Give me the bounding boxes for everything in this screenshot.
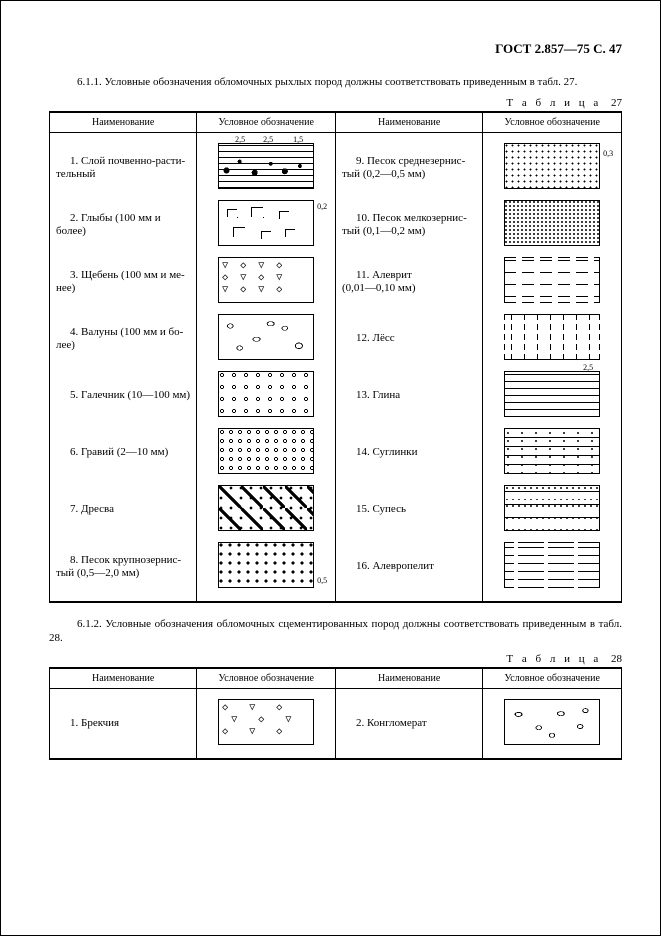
name-column: 2. Конгломерат	[335, 689, 482, 760]
item-label: 12. Лёсс	[342, 332, 395, 345]
page-header: ГОСТ 2.857—75 С. 47	[49, 41, 622, 57]
item-label: 2. Конгломерат	[342, 717, 427, 730]
pattern-swatch: 1,5	[504, 257, 600, 303]
pattern-swatch	[218, 314, 314, 360]
pattern-swatch: 1,5	[504, 314, 600, 360]
item-label: 6. Гравий (2—10 мм)	[56, 446, 168, 459]
name-column: 1. Слой почвенно-расти- тельный 2. Глыбы …	[50, 133, 197, 603]
item-label: 15. Супесь	[342, 503, 406, 516]
paragraph-6-1-2: 6.1.2. Условные обозначения обломочных с…	[49, 617, 622, 645]
item-label: 13. Глина	[342, 389, 400, 402]
col-name-left: Наименование	[50, 668, 197, 689]
caption-number: 28	[611, 653, 622, 665]
item-label: 16. Алевропелит	[342, 560, 434, 573]
item-label: 8. Песок крупнозернис- тый (0,5—2,0 мм)	[56, 554, 181, 580]
pattern-swatch: 2,52,51,5	[218, 143, 314, 189]
name-column: 9. Песок среднезернис- тый (0,2—0,5 мм) 1…	[335, 133, 482, 603]
symbol-column: 0,31,51,52,51,5	[483, 133, 622, 603]
pattern-swatch	[504, 428, 600, 474]
col-name-right: Наименование	[335, 112, 482, 133]
item-label: 4. Валуны (100 мм и бо- лее)	[56, 326, 183, 352]
caption-prefix: Т а б л и ц а	[506, 97, 601, 109]
caption-number: 27	[611, 97, 622, 109]
table27-caption: Т а б л и ц а 27	[49, 97, 622, 109]
table-28: Наименование Условное обозначение Наимен…	[49, 667, 622, 760]
item-label: 3. Щебень (100 мм и ме- нее)	[56, 269, 185, 295]
paragraph-6-1-1: 6.1.1. Условные обозначения обломочных р…	[49, 75, 622, 89]
pattern-swatch	[504, 485, 600, 531]
pattern-swatch	[218, 485, 314, 531]
item-label: 2. Глыбы (100 мм и более)	[56, 212, 192, 238]
dimension-label: 1,5	[293, 136, 303, 144]
pattern-swatch: 1,5	[504, 542, 600, 588]
pattern-swatch	[504, 200, 600, 246]
item-label: 11. Алеврит (0,01—0,10 мм)	[342, 269, 416, 295]
symbol-column: ◇ ▽ ◇ ▽ ◇ ▽ ◇ ▽ ◇12,05,0	[197, 689, 336, 760]
dimension-label: 1,5	[603, 319, 613, 327]
dimension-label: 0,5	[317, 577, 327, 585]
pattern-swatch: 0,2	[218, 200, 314, 246]
col-symbol-right: Условное обозначение	[483, 668, 622, 689]
dimension-label: 1,5	[583, 535, 593, 543]
pattern-swatch: 0,3	[504, 143, 600, 189]
col-symbol-left: Условное обозначение	[197, 668, 336, 689]
pattern-swatch	[218, 371, 314, 417]
col-name-right: Наименование	[335, 668, 482, 689]
pattern-swatch	[504, 699, 600, 745]
dimension-label: 1,5	[583, 250, 593, 258]
item-label: 9. Песок среднезернис- тый (0,2—0,5 мм)	[342, 155, 465, 181]
dimension-label: 12,0	[253, 699, 284, 700]
dimension-label: 2,5	[263, 136, 273, 144]
pattern-swatch	[218, 428, 314, 474]
table28-caption: Т а б л и ц а 28	[49, 653, 622, 665]
item-label: 1. Брекчия	[56, 717, 119, 730]
col-symbol-right: Условное обозначение	[483, 112, 622, 133]
item-label: 5. Галечник (10—100 мм)	[56, 389, 190, 402]
col-name-left: Наименование	[50, 112, 197, 133]
dimension-label: 0,2	[317, 203, 327, 211]
name-column: 1. Брекчия	[50, 689, 197, 760]
pattern-swatch: 0,5	[218, 542, 314, 588]
col-symbol-left: Условное обозначение	[197, 112, 336, 133]
symbol-column	[483, 689, 622, 760]
item-label: 14. Суглинки	[342, 446, 418, 459]
table-27: Наименование Условное обозначение Наимен…	[49, 111, 622, 603]
pattern-swatch: ◇ ▽ ◇ ▽ ◇ ▽ ◇ ▽ ◇12,05,0	[218, 699, 314, 745]
symbol-column: 2,52,51,50,2▽ ◇ ▽ ◇ ◇ ▽ ◇ ▽ ▽ ◇ ▽ ◇0,5	[197, 133, 336, 603]
dimension-label: 2,5	[235, 136, 245, 144]
dimension-label: 2,5	[583, 364, 593, 372]
item-label: 7. Дресва	[56, 503, 114, 516]
dimension-label: 0,3	[603, 150, 613, 158]
item-label: 10. Песок мелкозернис- тый (0,1—0,2 мм)	[342, 212, 467, 238]
caption-prefix: Т а б л и ц а	[506, 653, 601, 665]
pattern-swatch: 2,5	[504, 371, 600, 417]
pattern-swatch: ▽ ◇ ▽ ◇ ◇ ▽ ◇ ▽ ▽ ◇ ▽ ◇	[218, 257, 314, 303]
item-label: 1. Слой почвенно-расти- тельный	[56, 155, 185, 181]
